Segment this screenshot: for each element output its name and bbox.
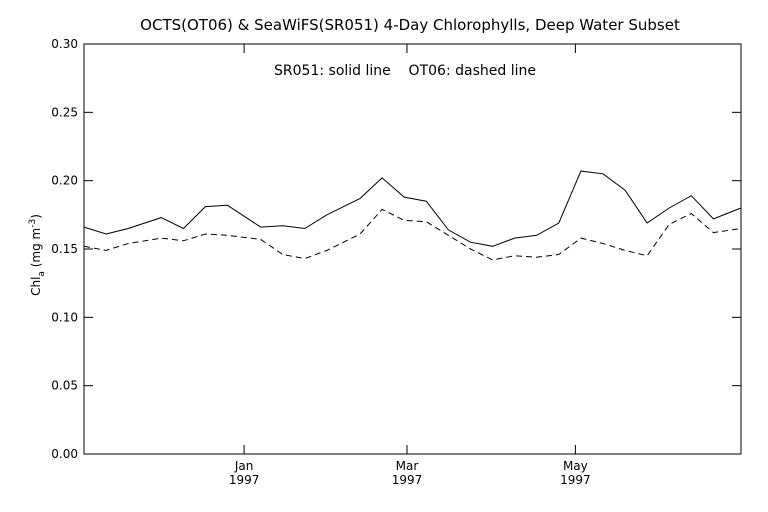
series-line-ot06 [83,208,742,261]
y-tick-label: 0.00 [51,447,78,461]
y-axis-title-part: (mg m [29,228,43,271]
plot-frame [83,43,742,455]
y-axis-title: Chla (mg m-3) [28,214,47,296]
y-tick-label: 0.10 [51,310,78,324]
series-line-sr051 [83,170,742,247]
legend-annotation: SR051: solid line OT06: dashed line [274,63,536,79]
y-tick-label: 0.05 [51,379,78,393]
y-tick-label: 0.25 [51,105,78,119]
x-tick-month: Mar [396,459,419,473]
y-axis: 0.00 0.05 0.10 0.15 0.20 0.25 0.30 [51,37,741,461]
chart-title: OCTS(OT06) & SeaWiFS(SR051) 4-Day Chloro… [140,16,680,34]
x-tick-month: Jan [234,459,254,473]
x-tick-year: 1997 [560,473,591,487]
series-lines [83,170,742,261]
x-tick-year: 1997 [392,473,423,487]
x-tick-year: 1997 [229,473,260,487]
y-axis-title-part: -3 [28,219,38,228]
y-axis-title-part: Chl [29,277,43,296]
y-tick-label: 0.30 [51,37,78,51]
y-tick-label: 0.15 [51,242,78,256]
y-axis-title-part: ) [29,214,43,219]
y-axis-title-part: a [37,271,47,277]
y-axis-label: Chla (mg m-3) [28,214,47,296]
x-tick-month: May [563,459,588,473]
y-tick-label: 0.20 [51,174,78,188]
